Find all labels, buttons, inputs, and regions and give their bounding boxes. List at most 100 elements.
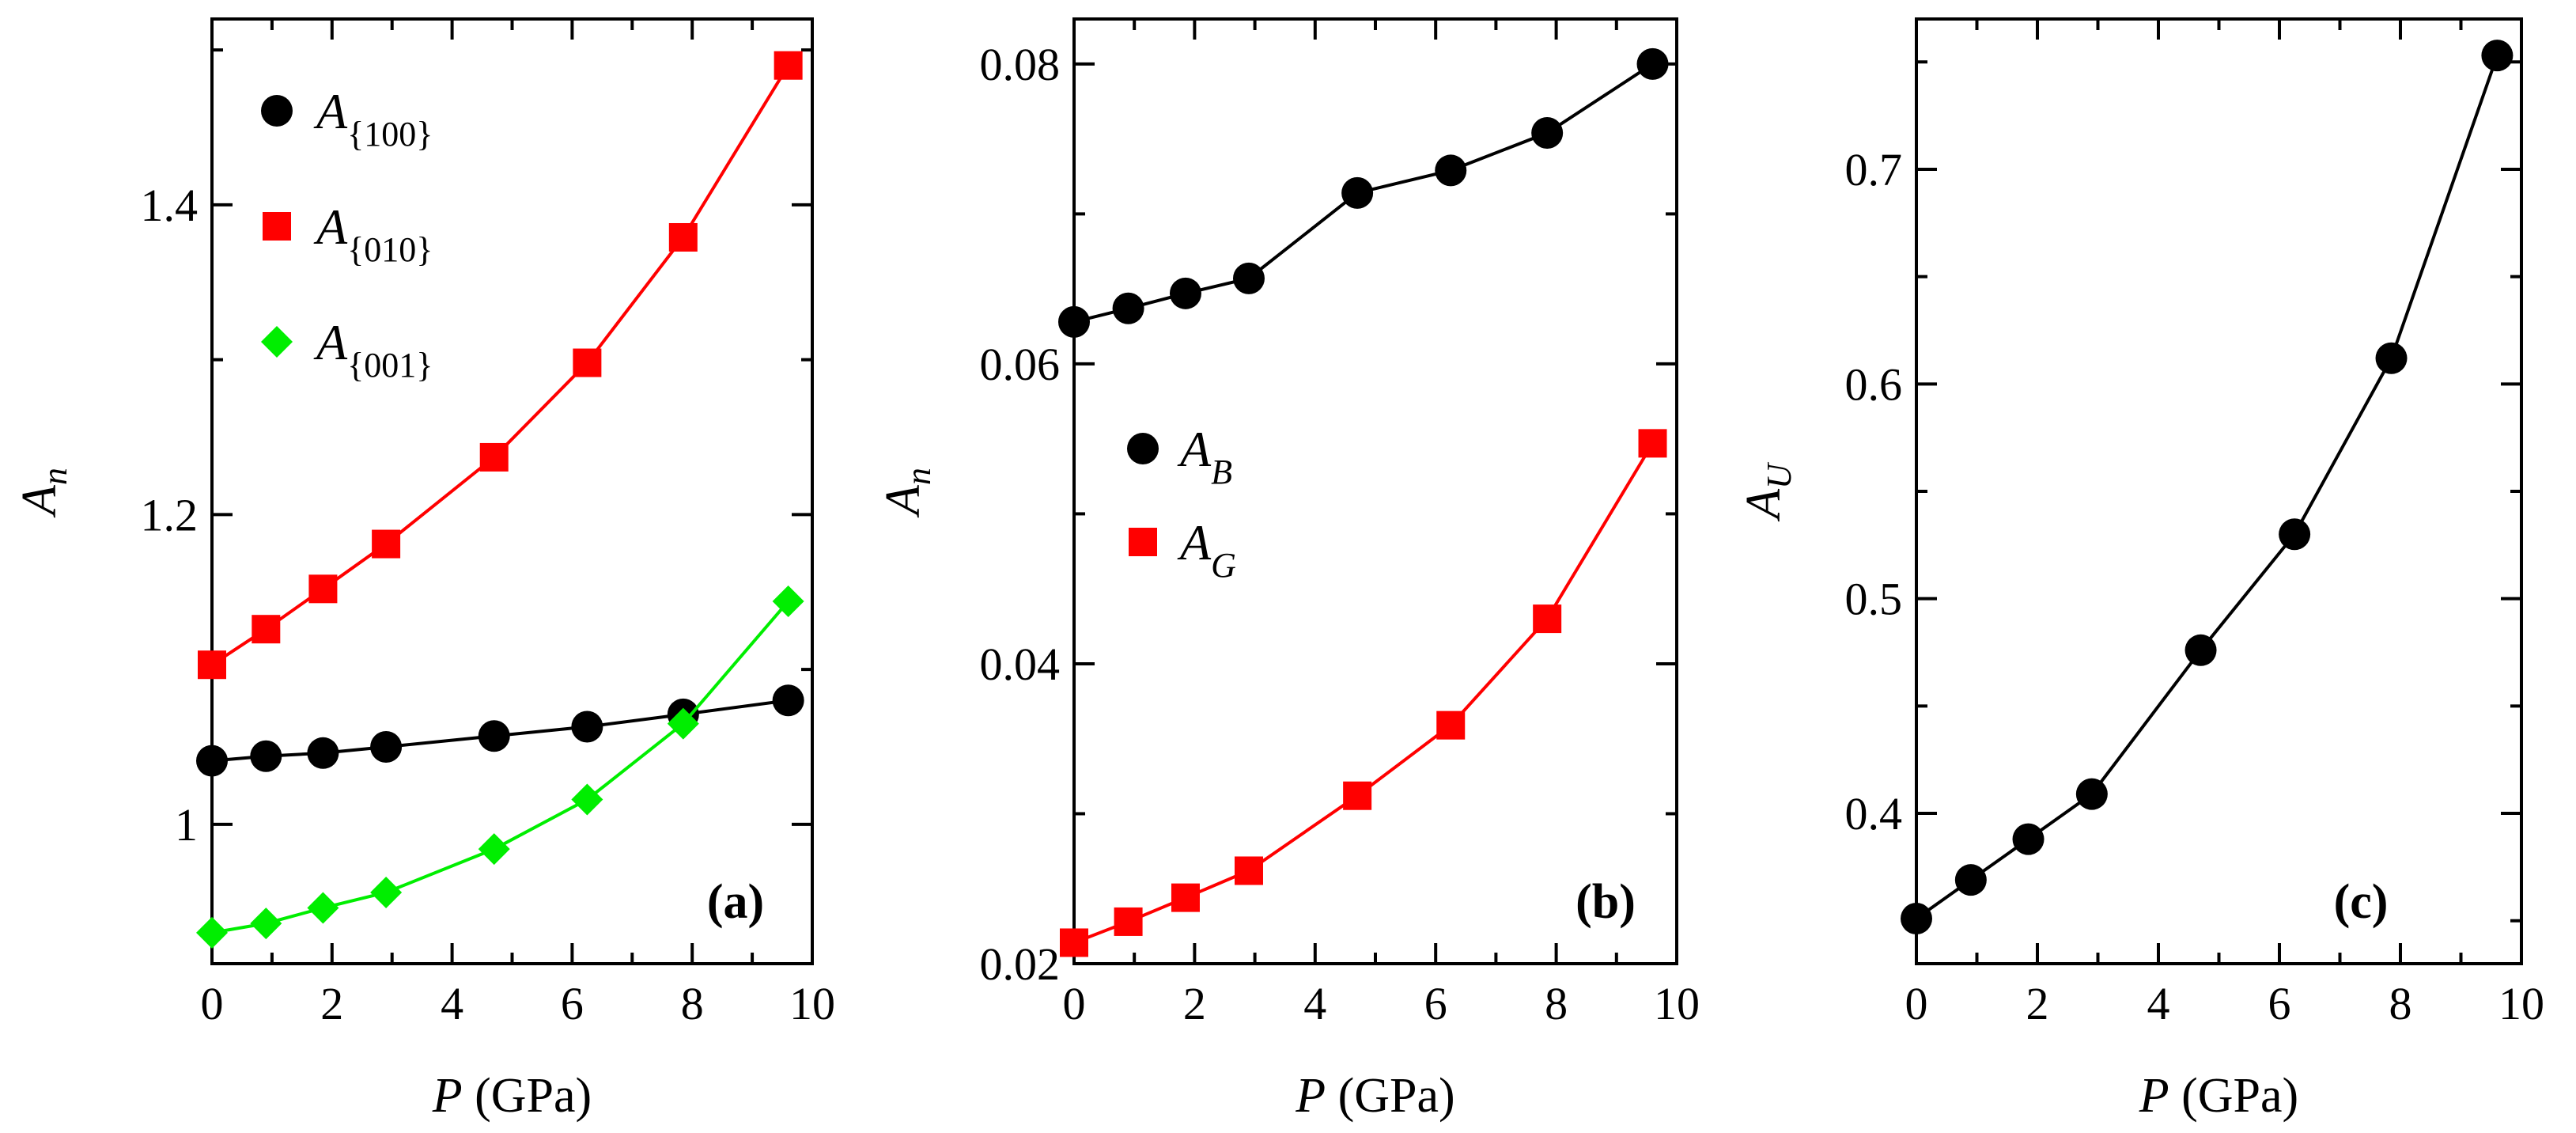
data-point-AB (1112, 292, 1144, 324)
y-axis-label: An (876, 468, 938, 518)
legend-label-AG: AG (1177, 514, 1236, 585)
y-axis-sub: U (1760, 461, 1799, 489)
data-point-A{001} (250, 908, 282, 940)
panel-tag: (c) (2334, 875, 2389, 929)
x-tick-label: 8 (681, 978, 704, 1029)
data-point-A{010} (479, 442, 509, 472)
series-line-AU (1915, 55, 2499, 920)
x-axis-unit: (GPa) (2169, 1069, 2299, 1123)
x-tick-label: 0 (201, 978, 224, 1029)
data-point-AB (1341, 176, 1374, 209)
x-axis-var: P (1295, 1069, 1326, 1123)
data-point-A{100} (571, 710, 603, 743)
data-point-AB (1435, 154, 1467, 187)
x-tick-label: 4 (1303, 978, 1326, 1029)
x-tick-label: 4 (441, 978, 463, 1029)
y-axis-label: AU (1737, 461, 1799, 522)
y-tick-label: 1.2 (141, 489, 199, 540)
x-tick-label: 0 (1905, 978, 1928, 1029)
y-axis-label: An (13, 468, 74, 518)
y-tick-label: 1 (175, 799, 198, 851)
x-tick-label: 0 (1063, 978, 1086, 1029)
panel-tag: (b) (1575, 875, 1636, 929)
x-tick-label: 6 (2268, 978, 2291, 1029)
data-point-AG (1171, 883, 1200, 912)
data-point-A{010} (668, 222, 698, 252)
data-point-AB (1058, 305, 1090, 338)
data-point-A{100} (370, 730, 403, 763)
legend-marker-A{001} (261, 326, 293, 358)
x-tick-label: 6 (1424, 978, 1447, 1029)
x-axis-var: P (432, 1069, 463, 1123)
legend-label-main: A (1177, 514, 1212, 570)
data-point-A{010} (198, 650, 226, 680)
panel-tag: (a) (707, 875, 764, 929)
x-tick-label: 6 (561, 978, 584, 1029)
data-point-AU (1954, 864, 1987, 896)
y-axis-sub: n (36, 468, 74, 485)
data-point-AU (1901, 903, 1932, 935)
x-axis-label: P (GPa) (2139, 1069, 2298, 1123)
data-point-AG (1343, 781, 1372, 810)
data-point-A{100} (196, 745, 228, 777)
y-tick-label: 0.7 (1845, 144, 1903, 195)
legend-marker-AB (1127, 433, 1159, 464)
data-point-AG (1060, 928, 1088, 957)
legend-label-sub: {010} (347, 230, 433, 269)
y-tick-label: 0.02 (980, 938, 1061, 990)
y-tick-label: 0.6 (1845, 358, 1903, 410)
legend-label-main: A (313, 314, 348, 370)
x-axis-unit: (GPa) (1326, 1069, 1455, 1123)
data-point-AU (2184, 634, 2217, 666)
data-point-AG (1234, 856, 1263, 885)
plot-frame (1072, 17, 1678, 965)
data-point-A{100} (250, 740, 282, 772)
data-point-AB (1531, 117, 1564, 150)
data-point-A{100} (307, 737, 339, 769)
data-point-AU (2075, 778, 2108, 810)
series-line-A{001} (211, 600, 790, 934)
data-point-AU (2481, 40, 2514, 72)
data-point-A{001} (571, 783, 603, 816)
data-point-A{010} (252, 615, 281, 644)
plot-frame (1915, 17, 2523, 965)
y-axis-sub: n (899, 468, 938, 485)
y-tick-label: 0.04 (980, 638, 1061, 690)
series-line-A{010} (210, 64, 790, 666)
x-tick-label: 10 (1654, 978, 1700, 1029)
data-point-A{100} (772, 684, 804, 717)
data-point-AU (2012, 823, 2045, 855)
x-tick-label: 8 (2389, 978, 2412, 1029)
y-axis-var: A (13, 484, 66, 518)
data-point-AG (1436, 710, 1466, 740)
data-point-A{010} (308, 574, 338, 604)
data-point-AU (2279, 518, 2311, 551)
data-point-AG (1638, 429, 1667, 458)
plot-frame (210, 17, 814, 965)
x-tick-label: 2 (320, 978, 343, 1029)
y-tick-label: 0.08 (980, 39, 1061, 90)
data-point-A{010} (372, 529, 401, 559)
legend-marker-A{100} (261, 95, 293, 127)
x-axis-label: P (GPa) (432, 1069, 592, 1123)
data-point-A{001} (370, 876, 403, 908)
y-axis-var: A (876, 484, 930, 518)
y-axis-var: A (1737, 488, 1791, 522)
legend-label-main: A (313, 83, 348, 139)
legend-marker-AG (1129, 528, 1157, 556)
legend-label-sub: B (1211, 453, 1232, 491)
data-point-A{001} (667, 707, 699, 740)
legend-label-sub: G (1211, 546, 1236, 585)
x-tick-label: 10 (789, 978, 835, 1029)
data-point-AG (1114, 907, 1143, 936)
x-axis-unit: (GPa) (463, 1069, 592, 1123)
data-point-A{001} (772, 585, 804, 617)
x-axis-label: P (GPa) (1295, 1069, 1454, 1123)
legend-label-AB: AB (1177, 421, 1232, 491)
y-tick-label: 0.4 (1845, 788, 1903, 839)
legend-label-A{100}: A{100} (313, 83, 433, 153)
data-point-AB (1169, 277, 1201, 309)
